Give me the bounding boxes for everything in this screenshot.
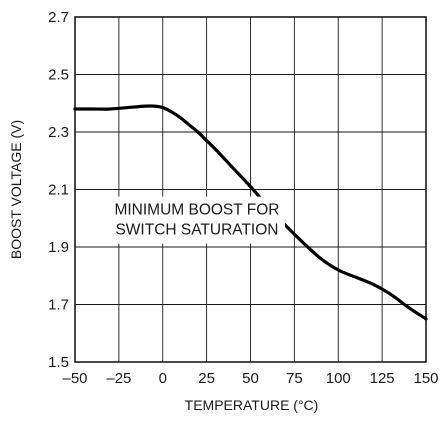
y-tick-label: 1.9 — [48, 239, 69, 256]
grid-lines — [75, 17, 426, 362]
y-tick-label: 2.1 — [48, 182, 69, 199]
x-tick-label: 75 — [286, 370, 303, 387]
x-tick-label: –50 — [62, 370, 87, 387]
y-tick-label: 1.7 — [48, 297, 69, 314]
x-tick-label: 25 — [198, 370, 215, 387]
y-tick-label: 1.5 — [48, 354, 69, 371]
x-tick-label: –25 — [106, 370, 131, 387]
annotation-line: SWITCH SATURATION — [115, 222, 278, 239]
x-tick-label: 100 — [326, 370, 351, 387]
annotation-line: MINIMUM BOOST FOR — [114, 202, 279, 219]
plot-frame — [74, 16, 427, 363]
y-axis-title: BOOST VOLTAGE (V) — [8, 120, 24, 259]
y-tick-labels: 1.5 1.7 1.9 2.1 2.3 2.5 2.7 — [48, 9, 69, 371]
annotation-background — [108, 196, 285, 244]
x-tick-label: 125 — [370, 370, 395, 387]
data-series — [73, 104, 428, 321]
y-tick-label: 2.7 — [48, 9, 69, 26]
x-axis-title: TEMPERATURE (°C) — [185, 397, 319, 413]
annotation: MINIMUM BOOST FOR SWITCH SATURATION — [108, 196, 285, 244]
x-tick-labels: –50 –25 0 25 50 75 100 125 150 — [62, 370, 438, 387]
y-tick-label: 2.3 — [48, 124, 69, 141]
y-tick-label: 2.5 — [48, 67, 69, 84]
x-tick-label: 50 — [242, 370, 259, 387]
x-tick-label: 0 — [159, 370, 167, 387]
x-tick-label: 150 — [413, 370, 438, 387]
series-line — [73, 104, 428, 321]
